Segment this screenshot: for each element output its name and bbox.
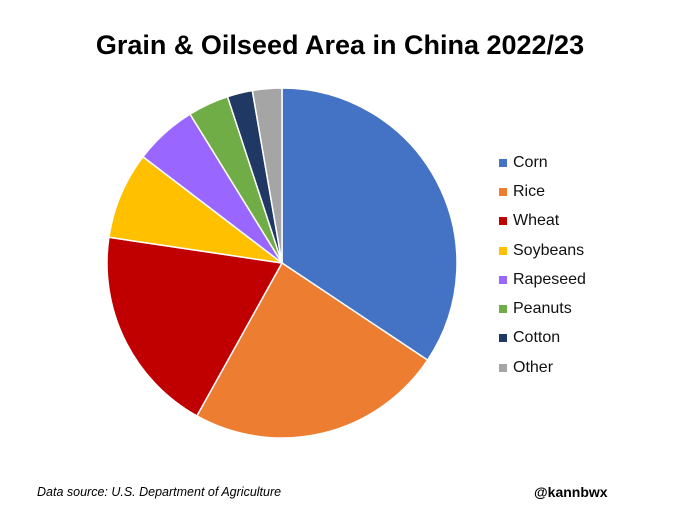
- legend-swatch: [499, 275, 507, 284]
- author-handle: @kannbwx: [534, 484, 608, 500]
- legend: Corn Rice Wheat Soybeans Rapeseed Peanuts Cott…: [499, 148, 586, 382]
- legend-swatch: [499, 246, 507, 255]
- legend-label: Rice: [513, 182, 546, 200]
- chart-title: Grain & Oilseed Area in China 2022/23: [95, 30, 585, 60]
- legend-swatch: [499, 217, 507, 226]
- legend-swatch: [499, 187, 507, 196]
- legend-item-rapeseed: Rapeseed: [499, 265, 586, 294]
- legend-item-other: Other: [499, 353, 586, 382]
- legend-item-soybeans: Soybeans: [499, 236, 586, 265]
- legend-label: Peanuts: [513, 300, 572, 318]
- pie-slice-wheat: [106, 236, 284, 417]
- legend-label: Wheat: [513, 212, 560, 230]
- legend-swatch: [499, 334, 507, 343]
- pie-slice-soybeans: [108, 155, 283, 264]
- legend-label: Cotton: [513, 329, 561, 347]
- legend-item-cotton: Cotton: [499, 324, 586, 353]
- legend-swatch: [499, 305, 507, 314]
- legend-item-corn: Corn: [499, 148, 586, 177]
- pie-slice-rice: [195, 261, 429, 439]
- legend-swatch: [499, 158, 507, 167]
- data-source-note: Data source: U.S. Department of Agricult…: [37, 485, 282, 499]
- legend-label: Corn: [513, 153, 548, 171]
- legend-label: Rapeseed: [513, 270, 586, 288]
- legend-item-peanuts: Peanuts: [499, 294, 586, 323]
- legend-label: Other: [513, 358, 554, 376]
- legend-label: Soybeans: [513, 241, 585, 259]
- legend-item-wheat: Wheat: [499, 207, 586, 236]
- pie-slice-other: [251, 87, 283, 264]
- legend-swatch: [499, 363, 507, 372]
- legend-item-rice: Rice: [499, 177, 586, 206]
